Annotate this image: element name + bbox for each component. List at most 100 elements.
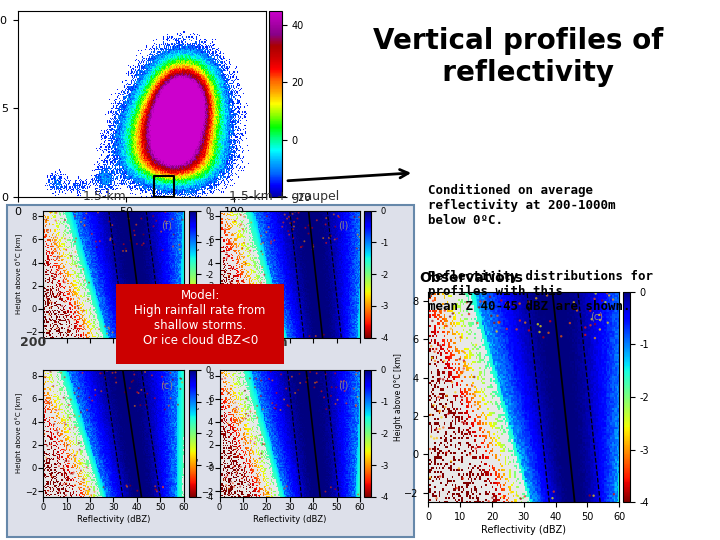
Point: [266, 237, 277, 246]
Point: [243, 411, 254, 420]
Point: [433, 407, 445, 416]
Point: [281, 482, 292, 491]
Point: [316, 387, 328, 396]
Point: [118, 240, 130, 248]
Point: [81, 406, 93, 414]
Point: [447, 309, 459, 318]
Point: [258, 490, 270, 498]
Text: (l): (l): [338, 380, 348, 390]
Point: [40, 453, 52, 462]
Point: [433, 393, 444, 401]
Point: [458, 347, 469, 356]
Point: [294, 369, 305, 378]
Point: [164, 328, 176, 337]
Point: [74, 446, 86, 454]
Point: [109, 374, 121, 382]
Point: [151, 487, 163, 496]
Point: [245, 437, 256, 445]
Point: [305, 368, 316, 376]
Point: [248, 312, 259, 321]
Point: [150, 485, 162, 494]
Point: [127, 326, 139, 334]
Point: [333, 212, 344, 220]
Point: [47, 242, 58, 251]
Point: [222, 471, 233, 480]
Point: [459, 419, 470, 428]
Y-axis label: Height above 0°C [km]: Height above 0°C [km]: [192, 393, 199, 474]
Point: [231, 407, 243, 416]
Point: [56, 301, 68, 310]
Point: [171, 207, 183, 216]
Point: [78, 306, 89, 315]
Point: [165, 394, 176, 402]
Point: [256, 279, 267, 287]
Point: [225, 329, 236, 338]
Point: [260, 293, 271, 302]
Point: [69, 212, 81, 221]
Point: [175, 384, 186, 393]
Point: [129, 402, 140, 410]
Point: [271, 401, 282, 409]
Point: [535, 322, 546, 330]
Point: [503, 300, 515, 309]
Point: [473, 303, 485, 312]
Point: [55, 436, 67, 445]
Point: [94, 237, 106, 246]
Point: [112, 330, 123, 339]
Point: [320, 405, 332, 414]
Point: [58, 446, 70, 454]
Point: [139, 368, 150, 376]
Point: [437, 375, 449, 384]
Point: [256, 449, 267, 458]
Point: [218, 254, 230, 263]
Point: [230, 444, 242, 453]
Point: [167, 375, 179, 384]
Point: [501, 325, 513, 333]
Point: [237, 414, 248, 423]
Point: [251, 320, 262, 329]
Point: [67, 469, 78, 478]
Point: [515, 494, 526, 503]
Point: [89, 386, 101, 394]
Point: [63, 323, 74, 332]
Point: [156, 227, 167, 236]
Point: [40, 215, 52, 224]
Point: [63, 316, 75, 325]
Point: [523, 326, 535, 335]
Point: [135, 386, 147, 394]
Point: [174, 240, 185, 249]
Point: [310, 332, 322, 340]
Point: [279, 395, 290, 404]
Text: (f): (f): [161, 221, 172, 231]
Point: [221, 248, 233, 257]
Point: [555, 332, 567, 341]
Point: [83, 295, 94, 303]
Point: [580, 323, 591, 332]
Point: [584, 491, 595, 500]
Point: [49, 238, 60, 246]
Point: [53, 454, 65, 463]
Point: [240, 259, 251, 268]
Point: [253, 307, 265, 316]
Point: [603, 291, 615, 300]
Point: [73, 392, 84, 401]
Point: [233, 288, 244, 296]
Point: [255, 430, 266, 439]
Point: [242, 300, 253, 308]
Point: [307, 241, 319, 249]
Point: [104, 234, 116, 242]
Point: [215, 330, 227, 339]
Point: [155, 322, 166, 331]
Point: [299, 237, 310, 246]
Point: [131, 240, 143, 248]
Point: [58, 418, 70, 427]
Point: [125, 481, 136, 490]
Point: [331, 234, 343, 243]
Text: Reflectivity distributions for
profiles with this
mean Z 40-45 dBZ are shown.: Reflectivity distributions for profiles …: [428, 270, 654, 313]
Point: [222, 419, 234, 428]
Point: [491, 327, 503, 336]
Point: [434, 308, 446, 316]
Point: [45, 303, 56, 312]
Point: [228, 462, 239, 471]
Point: [246, 301, 257, 310]
